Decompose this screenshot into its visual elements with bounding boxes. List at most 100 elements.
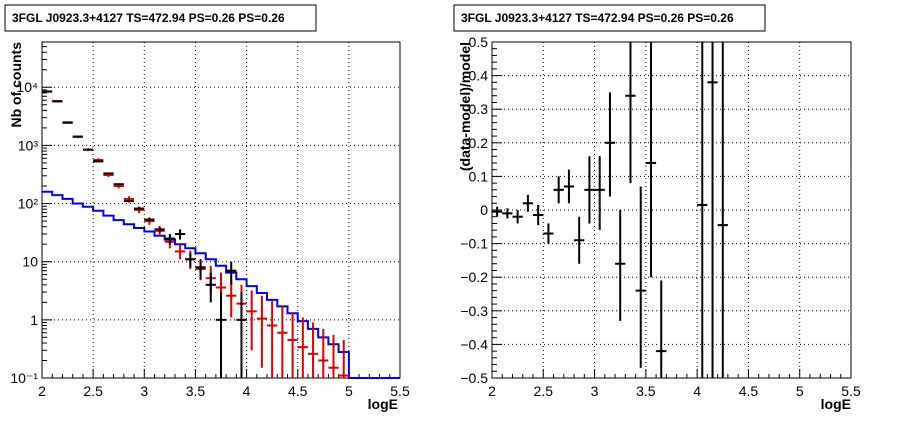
left-x-axis-label: logE bbox=[368, 396, 398, 412]
left-y-tick-label: 1 bbox=[30, 312, 38, 328]
model-point bbox=[256, 295, 268, 368]
data-point bbox=[164, 233, 175, 245]
right-y-axis-label: (data-model)/model bbox=[457, 42, 473, 171]
residual-point bbox=[492, 206, 503, 217]
data-point bbox=[144, 217, 155, 222]
right-x-axis-label: logE bbox=[821, 396, 851, 412]
residual-point bbox=[584, 156, 595, 224]
right-y-tick-label: 0 bbox=[480, 202, 488, 218]
residual-point bbox=[625, 42, 636, 184]
right-x-tick-label: 4 bbox=[693, 383, 701, 399]
right-y-tick-label: −0.4 bbox=[460, 336, 488, 352]
model-point bbox=[297, 317, 308, 378]
residual-point bbox=[594, 156, 605, 231]
model-point bbox=[267, 301, 278, 378]
model-point bbox=[318, 328, 329, 378]
data-point bbox=[52, 100, 63, 103]
right-x-tick-label: 3 bbox=[591, 383, 599, 399]
left-x-tick-label: 4.5 bbox=[288, 383, 308, 399]
data-point bbox=[205, 272, 216, 303]
right-title: 3FGL J0923.3+4127 TS=472.94 PS=0.26 PS=0… bbox=[461, 11, 734, 25]
right-x-tick-label: 4.5 bbox=[739, 383, 759, 399]
right-tick-marks bbox=[491, 41, 852, 379]
right-x-tick-label: 2 bbox=[488, 383, 496, 399]
right-y-tick-label: −0.3 bbox=[460, 303, 488, 319]
right-x-tick-labels: 2 2.5 3 3.5 4 4.5 5 5.5 bbox=[488, 383, 861, 399]
data-point bbox=[185, 253, 196, 268]
left-title-box bbox=[4, 4, 317, 32]
residual-point bbox=[502, 208, 513, 219]
model-point bbox=[338, 340, 349, 378]
data-point bbox=[72, 135, 83, 138]
model-point bbox=[307, 322, 319, 378]
model-point bbox=[277, 306, 288, 378]
right-gridlines bbox=[492, 42, 851, 378]
data-point bbox=[195, 259, 206, 280]
left-y-tick-label: 10⁻¹ bbox=[10, 370, 38, 386]
right-y-tick-label: 0.5 bbox=[469, 34, 489, 50]
left-x-tick-labels: 2 2.5 3 3.5 4 4.5 5 5.5 bbox=[38, 383, 410, 399]
right-plot-frame bbox=[491, 41, 852, 379]
residual-point bbox=[574, 216, 585, 264]
left-x-tick-label: 2 bbox=[38, 383, 46, 399]
data-point bbox=[62, 121, 73, 124]
left-x-tick-label: 3 bbox=[140, 383, 148, 399]
left-x-tick-label: 3.5 bbox=[186, 383, 206, 399]
right-y-tick-label: −0.2 bbox=[460, 269, 488, 285]
residual-point bbox=[635, 186, 646, 368]
right-title-box bbox=[453, 4, 766, 32]
data-point bbox=[226, 261, 237, 285]
right-y-tick-label: −0.5 bbox=[460, 370, 488, 386]
right-y-tick-label: 0.3 bbox=[469, 101, 489, 117]
residual-point bbox=[512, 210, 523, 224]
left-x-tick-label: 4 bbox=[243, 383, 251, 399]
right-y-tick-label: 0.2 bbox=[469, 135, 489, 151]
left-y-tick-label: 10 bbox=[22, 254, 38, 270]
right-y-tick-labels: −0.5 −0.4 −0.3 −0.2 −0.1 0 0.1 0.2 0.3 0.4 0.5 bbox=[460, 34, 488, 386]
left-data-marks bbox=[42, 90, 400, 379]
right-x-tick-label: 5.5 bbox=[841, 383, 861, 399]
data-point bbox=[134, 207, 145, 211]
model-step-line bbox=[42, 190, 400, 379]
right-y-tick-label: −0.1 bbox=[460, 236, 488, 252]
data-point bbox=[236, 292, 247, 378]
residual-panel: 3FGL J0923.3+4127 TS=472.94 PS=0.26 PS=0… bbox=[453, 4, 861, 412]
residual-point bbox=[533, 204, 544, 226]
right-y-tick-label: 0.4 bbox=[469, 68, 489, 84]
model-point bbox=[328, 334, 339, 378]
residual-point bbox=[717, 42, 728, 378]
left-tick-marks bbox=[41, 46, 401, 379]
residual-point bbox=[563, 169, 575, 204]
left-x-tick-label: 2.5 bbox=[83, 383, 103, 399]
data-point bbox=[82, 148, 94, 151]
right-x-tick-label: 2.5 bbox=[534, 383, 554, 399]
left-y-tick-label: 10² bbox=[18, 196, 39, 212]
residual-point bbox=[707, 42, 718, 378]
left-y-axis-label: Nb of counts bbox=[8, 42, 24, 128]
data-point bbox=[113, 183, 124, 186]
left-y-tick-label: 10⁴ bbox=[16, 79, 38, 95]
right-y-tick-label: 0.1 bbox=[469, 168, 489, 184]
left-y-tick-label: 10³ bbox=[18, 137, 39, 153]
right-x-tick-label: 3.5 bbox=[636, 383, 656, 399]
left-y-tick-labels: 10⁻¹ 1 10 10² 10³ 10⁴ bbox=[10, 79, 38, 386]
residual-point bbox=[604, 92, 616, 197]
residual-point bbox=[553, 176, 564, 204]
data-point bbox=[174, 229, 186, 240]
right-x-tick-label: 5 bbox=[796, 383, 804, 399]
model-point bbox=[174, 244, 186, 260]
left-x-tick-label: 5.5 bbox=[390, 383, 410, 399]
data-point bbox=[42, 90, 53, 93]
data-point bbox=[123, 199, 135, 203]
left-x-tick-label: 5 bbox=[345, 383, 353, 399]
model-point bbox=[287, 312, 298, 378]
residual-point bbox=[615, 210, 626, 321]
data-point bbox=[93, 160, 104, 163]
right-data-marks bbox=[492, 42, 728, 378]
residual-point bbox=[645, 42, 657, 278]
data-point bbox=[215, 292, 227, 378]
data-point bbox=[103, 172, 114, 175]
left-title: 3FGL J0923.3+4127 TS=472.94 PS=0.26 PS=0… bbox=[12, 11, 285, 25]
